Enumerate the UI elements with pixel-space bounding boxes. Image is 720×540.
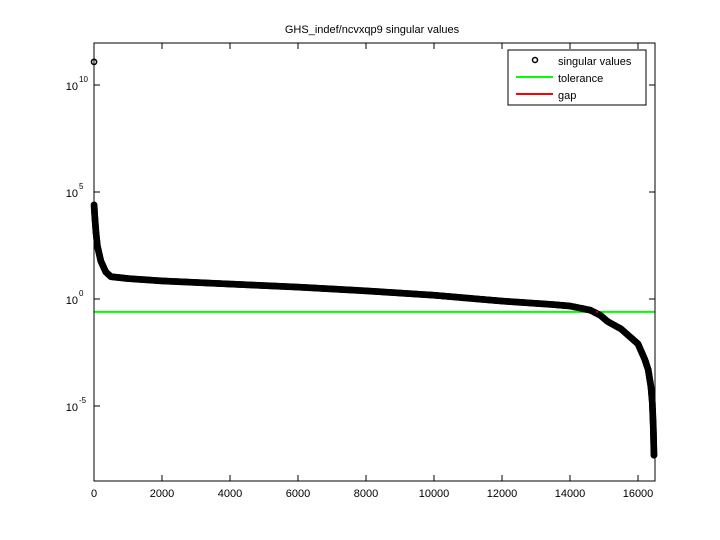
x-tick-label: 4000 [218, 488, 242, 500]
x-tick-label: 0 [91, 488, 97, 500]
x-tick-label: 10000 [419, 488, 450, 500]
y-tick-label-base: 10 [66, 81, 78, 93]
x-tick-label: 16000 [623, 488, 654, 500]
legend-label-tolerance: tolerance [558, 73, 603, 85]
y-tick-label-exponent: 0 [79, 289, 84, 298]
y-tick-label-base: 10 [66, 188, 78, 200]
x-tick-label: 12000 [487, 488, 518, 500]
x-tick-label: 2000 [150, 488, 174, 500]
legend-circle-marker-icon [531, 56, 539, 64]
x-tick-label: 6000 [286, 488, 310, 500]
chart-title: GHS_indef/ncvxqp9 singular values [285, 24, 460, 36]
singular-values-series [90, 58, 658, 459]
y-tick-label-exponent: 5 [79, 182, 84, 191]
x-axis: 0 2000 4000 6000 8000 10000 12000 14000 16000 [91, 43, 653, 500]
x-tick-label: 14000 [555, 488, 586, 500]
y-tick-label-base: 10 [66, 402, 78, 414]
y-tick-label-base: 10 [66, 295, 78, 307]
x-tick-label: 8000 [354, 488, 378, 500]
plot-area: 0 2000 4000 6000 8000 10000 12000 14000 16000 10… [66, 42, 658, 500]
axes-frame [93, 42, 656, 482]
legend: singular values tolerance gap [507, 49, 647, 106]
y-tick-label-exponent: -5 [79, 396, 87, 405]
legend-label-gap: gap [558, 90, 576, 102]
legend-label-singular-values: singular values [558, 56, 632, 68]
y-tick-label-exponent: 10 [79, 75, 88, 84]
